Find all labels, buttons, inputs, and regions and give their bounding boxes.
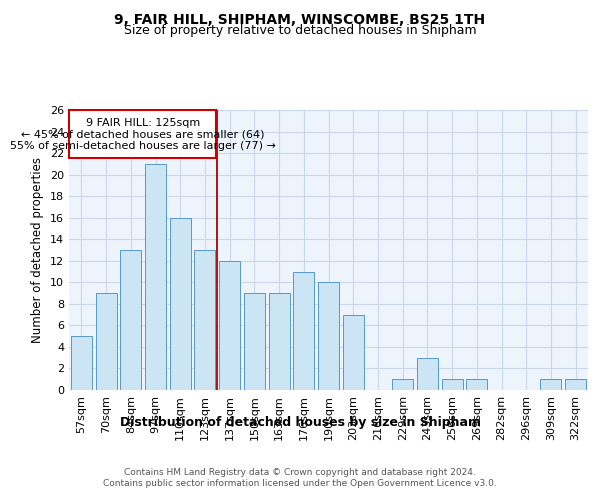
Bar	[541, 379, 562, 390]
Bar	[170, 218, 191, 390]
Bar	[318, 282, 339, 390]
Bar	[71, 336, 92, 390]
Bar	[392, 379, 413, 390]
Bar	[219, 261, 240, 390]
Text: Size of property relative to detached houses in Shipham: Size of property relative to detached ho…	[124, 24, 476, 37]
Text: 9, FAIR HILL, SHIPHAM, WINSCOMBE, BS25 1TH: 9, FAIR HILL, SHIPHAM, WINSCOMBE, BS25 1…	[115, 12, 485, 26]
Bar	[194, 250, 215, 390]
Bar	[95, 293, 116, 390]
Bar	[145, 164, 166, 390]
Text: 9 FAIR HILL: 125sqm
← 45% of detached houses are smaller (64)
55% of semi-detach: 9 FAIR HILL: 125sqm ← 45% of detached ho…	[10, 118, 276, 151]
Bar	[293, 272, 314, 390]
Bar	[565, 379, 586, 390]
Y-axis label: Number of detached properties: Number of detached properties	[31, 157, 44, 343]
FancyBboxPatch shape	[70, 110, 216, 158]
Bar	[244, 293, 265, 390]
Bar	[442, 379, 463, 390]
Bar	[466, 379, 487, 390]
Text: Distribution of detached houses by size in Shipham: Distribution of detached houses by size …	[119, 416, 481, 429]
Bar	[269, 293, 290, 390]
Bar	[417, 358, 438, 390]
Bar	[343, 314, 364, 390]
Bar	[120, 250, 141, 390]
Text: Contains HM Land Registry data © Crown copyright and database right 2024.
Contai: Contains HM Land Registry data © Crown c…	[103, 468, 497, 487]
